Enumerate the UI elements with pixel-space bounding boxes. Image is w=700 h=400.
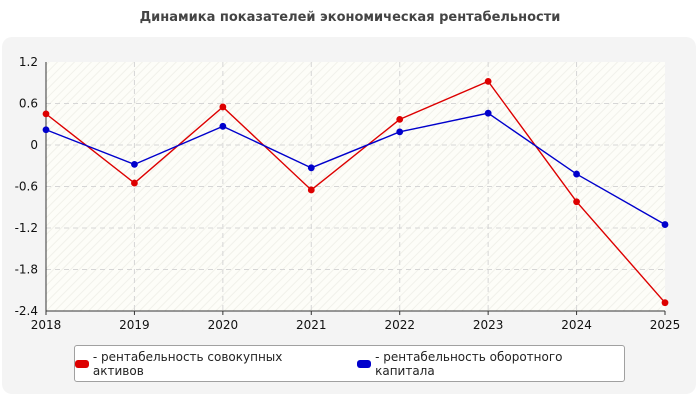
series-point-1 [573, 170, 580, 178]
series-point-1 [42, 126, 50, 134]
x-tick-label: 2020 [208, 318, 239, 332]
x-tick-label: 2025 [650, 318, 681, 332]
series-line-0 [45, 80, 666, 304]
chart-legend: - рентабельность совокупных активов - ре… [74, 345, 625, 382]
series-point-0 [307, 186, 315, 194]
series-point-0 [42, 110, 50, 118]
series-point-1 [131, 160, 138, 168]
legend-entry-working-capital: - рентабельность оборотного капитала [357, 350, 624, 378]
series-line-1 [45, 112, 666, 226]
chart-title: Динамика показателей экономическая рента… [139, 10, 561, 25]
series-point-0 [573, 198, 580, 206]
x-tick-label: 2019 [119, 318, 150, 332]
x-tick-label: 2022 [384, 318, 415, 332]
series-point-0 [131, 179, 138, 187]
legend-swatch-assets [75, 359, 89, 368]
series-point-0 [396, 116, 404, 123]
x-tick-label: 2023 [473, 318, 504, 332]
legend-label-working-capital: - рентабельность оборотного капитала [375, 349, 563, 378]
y-tick-label: -1.8 [15, 263, 38, 277]
x-tick-label: 2018 [31, 318, 62, 332]
y-tick-label: 1.2 [19, 55, 38, 69]
x-tick-label: 2024 [561, 318, 592, 332]
series-point-1 [661, 221, 669, 228]
y-tick-label: 0 [30, 138, 38, 152]
legend-swatch-working-capital [357, 359, 372, 368]
legend-label-assets: - рентабельность совокупных активов [92, 349, 283, 378]
y-tick-label: 0.6 [19, 97, 38, 111]
y-tick-label: -0.6 [15, 180, 38, 194]
y-tick-label: -1.2 [15, 221, 38, 235]
series-point-0 [661, 299, 669, 307]
series-point-0 [219, 103, 227, 111]
x-tick-label: 2021 [296, 318, 327, 332]
series-point-1 [219, 122, 227, 130]
series-point-1 [396, 128, 404, 136]
series-point-0 [484, 77, 492, 85]
y-tick-label: -2.4 [15, 304, 38, 318]
series-point-1 [307, 164, 315, 172]
legend-entry-assets: - рентабельность совокупных активов [75, 350, 335, 378]
series-point-1 [484, 109, 492, 117]
